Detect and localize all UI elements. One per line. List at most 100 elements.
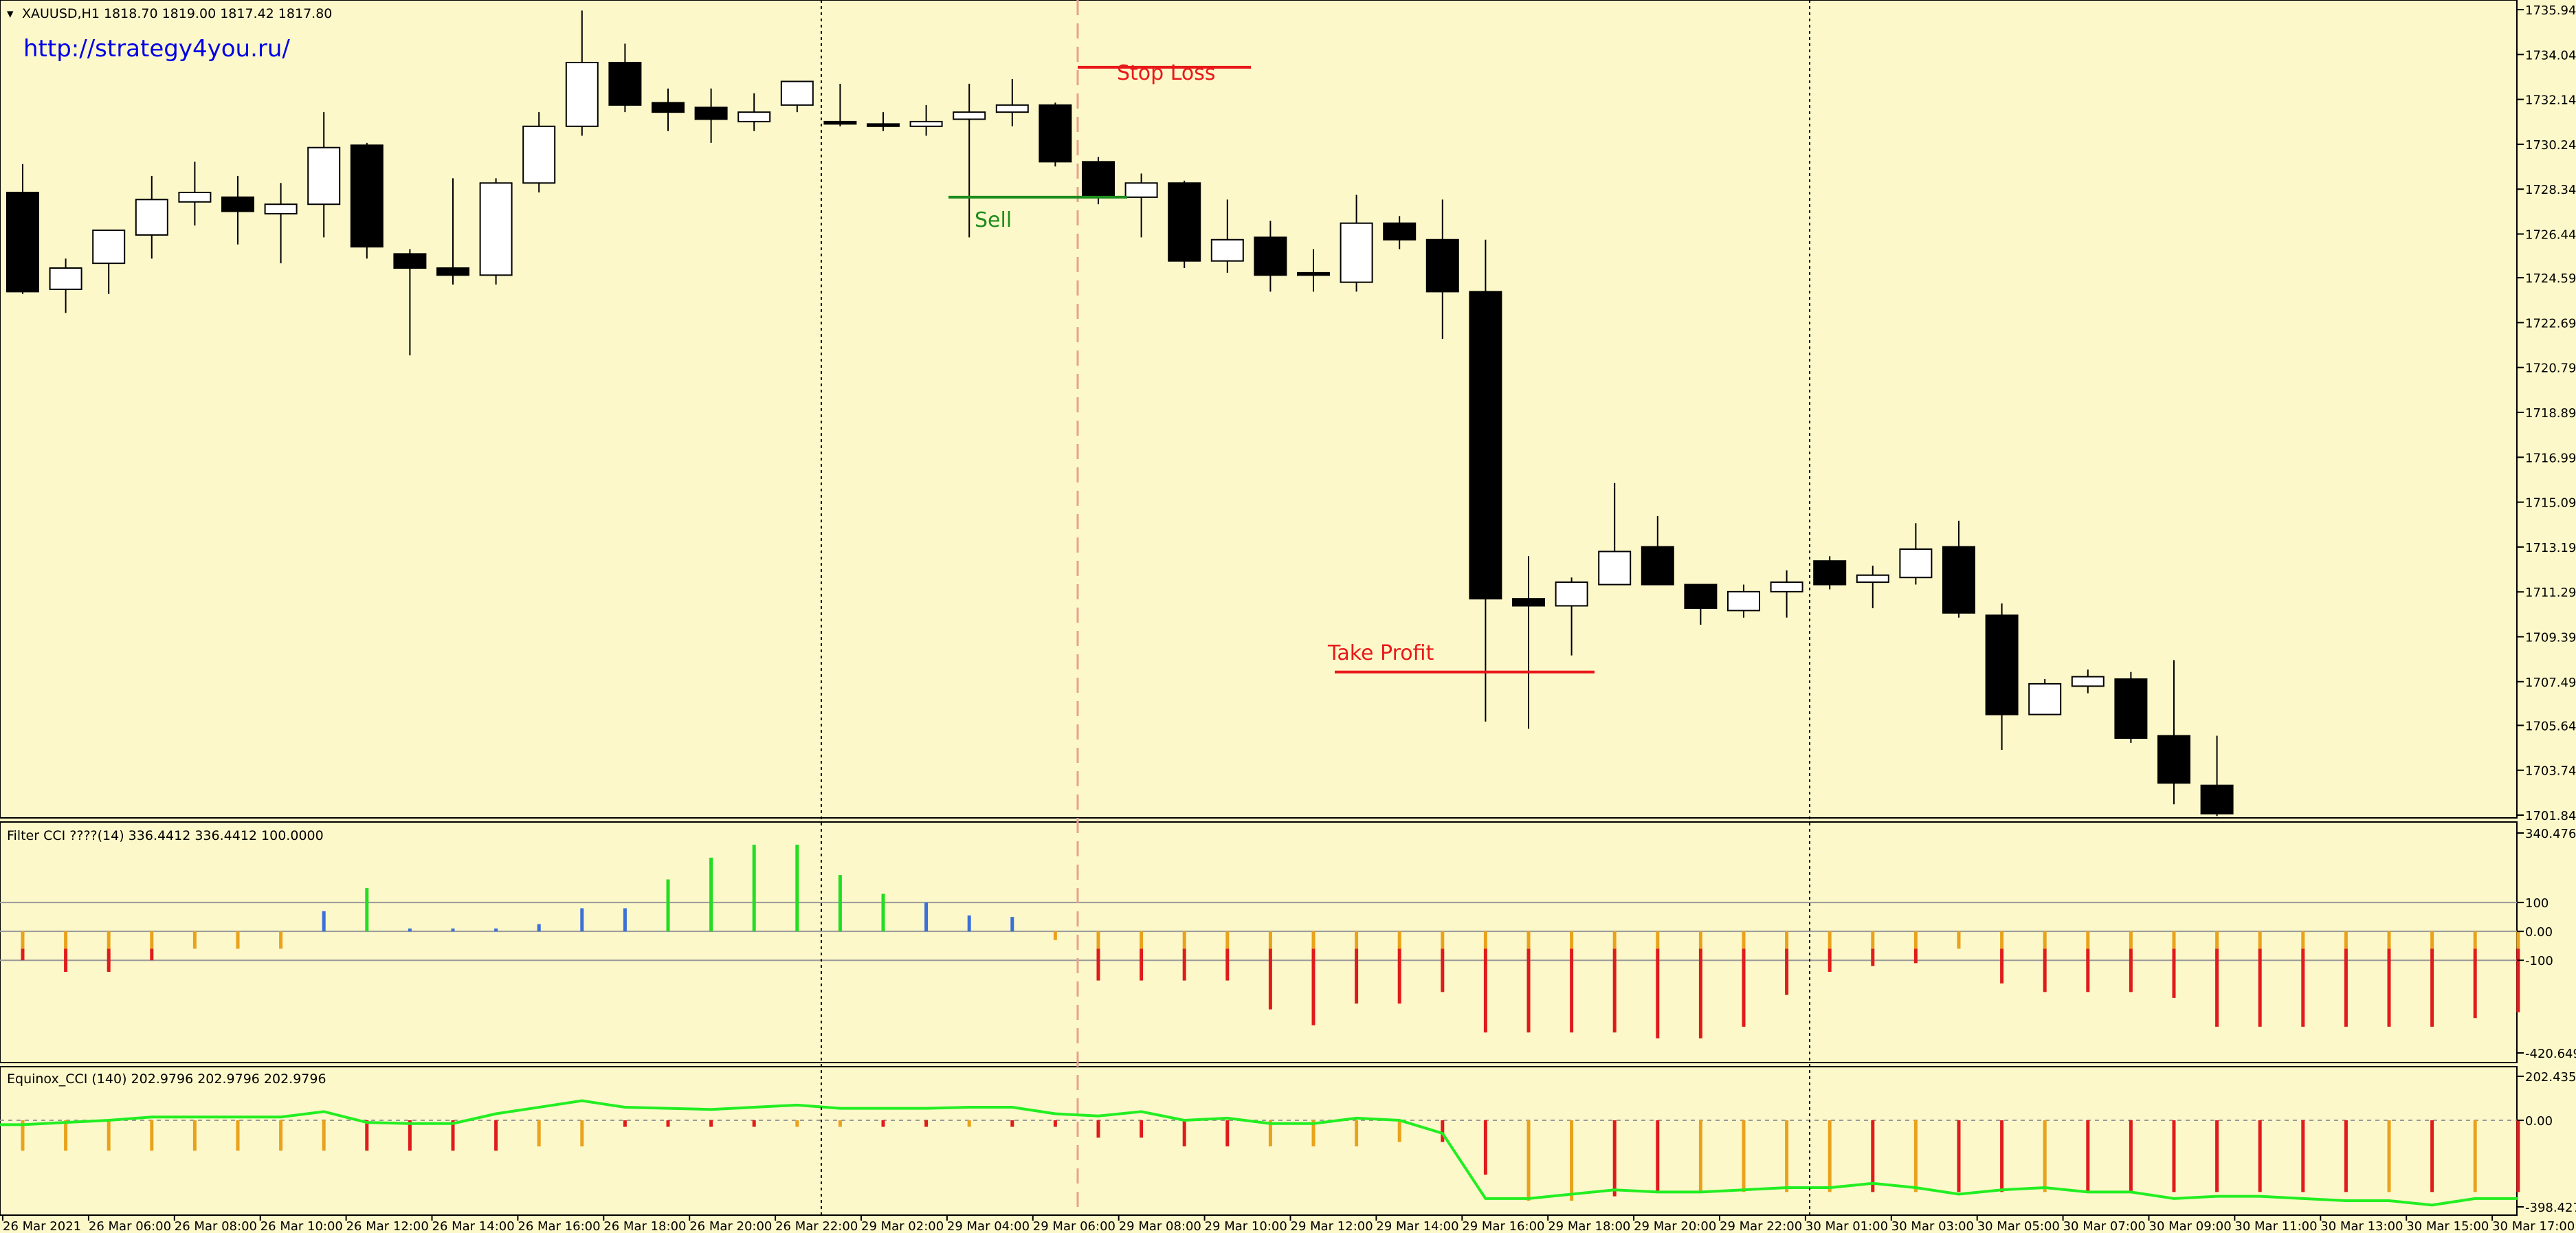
bear-candle	[350, 144, 384, 248]
bear-candle	[1297, 271, 1330, 276]
bear-candle	[2157, 735, 2190, 784]
price-tick-label: 1701.84	[2525, 809, 2576, 823]
symbol-header: XAUUSD,H1 1818.70 1819.00 1817.42 1817.8…	[22, 6, 332, 21]
bull-candle	[737, 111, 771, 122]
bull-candle	[909, 120, 943, 127]
time-tick-label: 26 Mar 08:00	[175, 1219, 257, 1233]
bull-candle	[264, 203, 298, 214]
bear-candle	[1425, 238, 1459, 293]
equinox-tick-label: 0.00	[2525, 1114, 2553, 1129]
bull-candle	[1598, 551, 1632, 586]
filter-tick-label: 0.00	[2525, 925, 2553, 940]
time-tick-label: 29 Mar 22:00	[1720, 1219, 1802, 1233]
price-tick-label: 1732.14	[2525, 93, 2576, 108]
price-pane: 1735.94 1734.04 1732.14 1730.24 1728.34 1726.…	[0, 0, 2576, 823]
filter-tick-label: -420.6499	[2525, 1047, 2576, 1061]
price-tick-label: 1713.19	[2525, 541, 2576, 555]
price-tick-label: 1709.39	[2525, 631, 2576, 645]
time-tick-label: 30 Mar 07:00	[2063, 1219, 2146, 1233]
bear-candle	[1469, 291, 1502, 600]
bear-candle	[1039, 104, 1072, 163]
bear-candle	[1985, 614, 2019, 715]
bull-candle	[565, 61, 599, 127]
bull-candle	[1727, 590, 1760, 612]
equinox-axis: 202.4359 0.00 -398.4277	[2517, 1070, 2576, 1215]
bull-candle	[307, 146, 341, 206]
bear-candle	[1942, 546, 1975, 614]
time-tick-label: 30 Mar 13:00	[2320, 1219, 2403, 1233]
time-tick-label: 29 Mar 06:00	[1033, 1219, 1115, 1233]
time-tick-label: 26 Mar 06:00	[89, 1219, 171, 1233]
time-tick-label: 29 Mar 12:00	[1291, 1219, 1373, 1233]
bull-candle	[1899, 548, 1933, 579]
time-tick-label: 30 Mar 11:00	[2234, 1219, 2317, 1233]
price-tick-label: 1711.29	[2525, 586, 2576, 600]
bull-candle	[178, 192, 212, 203]
time-tick-label: 26 Mar 12:00	[346, 1219, 429, 1233]
bear-candle	[1813, 560, 1847, 586]
symbol-header-arrow[interactable]: ▾	[7, 6, 14, 21]
price-tick-label: 1703.74	[2525, 764, 2576, 779]
time-tick-label: 26 Mar 16:00	[518, 1219, 600, 1233]
bull-candle	[780, 80, 814, 106]
equinox-bars	[0, 1099, 2520, 1207]
time-axis: 26 Mar 2021 26 Mar 06:00 26 Mar 08:00 26 Ma…	[2, 1215, 2575, 1233]
price-tick-label: 1707.49	[2525, 676, 2576, 690]
bear-candle	[1082, 161, 1115, 198]
price-tick-label: 1705.64	[2525, 719, 2576, 733]
time-tick-label: 29 Mar 02:00	[861, 1219, 944, 1233]
bull-candle	[479, 182, 513, 276]
bear-candle	[608, 61, 642, 106]
price-tick-label: 1716.99	[2525, 451, 2576, 465]
equinox-tick-label: 202.4359	[2525, 1070, 2576, 1085]
bull-candle	[1210, 238, 1244, 262]
bear-candle	[1684, 584, 1718, 609]
filter-cci-bars	[0, 845, 2520, 1038]
price-tick-label: 1722.69	[2525, 316, 2576, 331]
take-profit-label: Take Profit	[1327, 641, 1434, 665]
bear-candle	[1512, 598, 1545, 607]
filter-tick-label: -100	[2525, 954, 2553, 968]
bear-candle	[393, 253, 427, 269]
price-tick-label: 1718.89	[2525, 406, 2576, 421]
time-tick-label: 29 Mar 16:00	[1462, 1219, 1544, 1233]
time-tick-label: 30 Mar 15:00	[2406, 1219, 2489, 1233]
time-tick-label: 29 Mar 08:00	[1119, 1219, 1201, 1233]
bear-candle	[436, 267, 469, 276]
time-tick-label: 30 Mar 05:00	[1977, 1219, 2060, 1233]
time-tick-label: 26 Mar 14:00	[432, 1219, 515, 1233]
bear-candle	[694, 107, 728, 120]
price-tick-label: 1724.59	[2525, 271, 2576, 286]
time-tick-label: 30 Mar 17:00	[2492, 1219, 2575, 1233]
equinox-pane: 202.4359 0.00 -398.4277	[0, 1066, 2576, 1216]
bull-candle	[1340, 222, 1373, 283]
bear-candle	[1383, 222, 1417, 241]
time-tick-label: 30 Mar 03:00	[1891, 1219, 1974, 1233]
price-tick-label: 1730.24	[2525, 138, 2576, 153]
bear-candle	[2114, 678, 2148, 739]
sell-label: Sell	[975, 208, 1012, 232]
price-tick-label: 1735.94	[2525, 3, 2576, 18]
equinox-line	[0, 1099, 2518, 1207]
bull-candle	[995, 104, 1029, 113]
price-tick-label: 1734.04	[2525, 48, 2576, 63]
bull-candle	[1856, 574, 1889, 584]
time-tick-label: 30 Mar 09:00	[2149, 1219, 2232, 1233]
price-tick-label: 1715.09	[2525, 496, 2576, 511]
bear-candle	[2200, 784, 2234, 814]
bear-candle	[221, 196, 254, 212]
price-pane-frame	[0, 0, 2518, 819]
bull-candle	[135, 199, 168, 236]
time-tick-label: 30 Mar 01:00	[1806, 1219, 1888, 1233]
bear-candle	[1168, 182, 1201, 262]
url-label[interactable]: http://strategy4you.ru/	[23, 35, 290, 63]
time-tick-label: 26 Mar 18:00	[603, 1219, 686, 1233]
bull-candle	[1124, 182, 1158, 198]
time-tick-label: 26 Mar 2021	[3, 1219, 81, 1233]
equinox-header: Equinox_CCI (140) 202.9796 202.9796 202.…	[7, 1071, 326, 1087]
